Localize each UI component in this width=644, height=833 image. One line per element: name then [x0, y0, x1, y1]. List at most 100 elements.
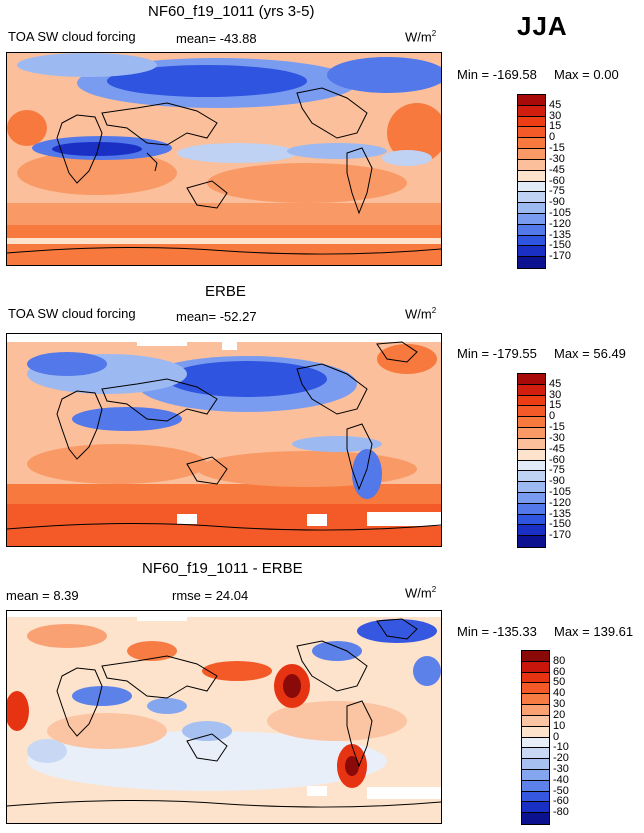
- panel2-units: W/m2: [405, 306, 437, 322]
- colorbar-segment: [518, 536, 545, 547]
- colorbar-tick-label: 30: [553, 698, 566, 711]
- colorbar-segment: [518, 514, 545, 526]
- colorbar-segment: [518, 203, 545, 214]
- colorbar-tick-label: -75: [549, 464, 565, 477]
- colorbar-segment: [518, 449, 545, 461]
- colorbar-segment: [518, 127, 545, 139]
- panel2-min: Min = -179.55: [457, 346, 537, 361]
- colorbar-tick-label: 30: [549, 109, 562, 122]
- colorbar-segment: [518, 246, 545, 258]
- colorbar-tick-label: 80: [553, 654, 566, 667]
- colorbar-segment: [518, 105, 545, 117]
- colorbar-segment: [522, 726, 549, 738]
- colorbar-tick-label: -105: [549, 206, 572, 219]
- panel2-mean: mean= -52.27: [176, 309, 257, 324]
- colorbar-segment: [518, 170, 545, 182]
- colorbar-segment: [518, 192, 545, 204]
- colorbar-tick-label: -30: [549, 152, 565, 165]
- panel2-map: [6, 333, 442, 547]
- colorbar-tick-label: -75: [549, 185, 565, 198]
- colorbar-segment: [518, 395, 545, 407]
- panel1-colorbar: [517, 94, 546, 269]
- colorbar-tick-label: -15: [549, 142, 565, 155]
- colorbar-segment: [522, 802, 549, 814]
- colorbar-segment: [522, 651, 549, 662]
- colorbar-segment: [522, 705, 549, 716]
- colorbar-tick-label: 20: [553, 708, 566, 721]
- panel2-colorbar: [517, 373, 546, 548]
- panel1-mean: mean= -43.88: [176, 31, 257, 46]
- colorbar-segment: [518, 417, 545, 429]
- panel1-max: Max = 0.00: [554, 67, 619, 82]
- colorbar-tick-label: 45: [549, 377, 562, 390]
- colorbar-segment: [518, 257, 545, 268]
- colorbar-segment: [522, 791, 549, 803]
- colorbar-tick-label: -10: [553, 741, 569, 754]
- colorbar-segment: [518, 116, 545, 128]
- colorbar-segment: [518, 406, 545, 418]
- panel3-map: [6, 610, 442, 824]
- colorbar-segment: [518, 503, 545, 515]
- colorbar-tick-label: 60: [553, 665, 566, 678]
- colorbar-tick-label: -20: [553, 752, 569, 765]
- colorbar-tick-label: 10: [553, 719, 566, 732]
- colorbar-tick-label: -90: [549, 475, 565, 488]
- colorbar-tick-label: -30: [553, 762, 569, 775]
- colorbar-segment: [522, 813, 549, 824]
- colorbar-segment: [522, 748, 549, 760]
- colorbar-tick-label: -60: [549, 174, 565, 187]
- colorbar-segment: [518, 460, 545, 472]
- colorbar-tick-label: -45: [549, 442, 565, 455]
- panel1-map: [6, 52, 442, 266]
- colorbar-tick-label: -120: [549, 217, 572, 230]
- colorbar-segment: [518, 525, 545, 537]
- panel1-variable: TOA SW cloud forcing: [8, 29, 136, 44]
- colorbar-segment: [522, 769, 549, 781]
- colorbar-tick-label: 40: [553, 687, 566, 700]
- colorbar-segment: [522, 780, 549, 792]
- colorbar-tick-label: 0: [549, 410, 556, 423]
- colorbar-segment: [522, 683, 549, 695]
- colorbar-tick-label: 0: [549, 131, 556, 144]
- colorbar-segment: [518, 428, 545, 439]
- colorbar-segment: [518, 224, 545, 236]
- colorbar-tick-label: -135: [549, 228, 572, 241]
- panel3-rmse: rmse = 24.04: [172, 588, 249, 603]
- colorbar-tick-label: -60: [549, 453, 565, 466]
- colorbar-tick-label: 50: [553, 676, 566, 689]
- colorbar-tick-label: 15: [549, 399, 562, 412]
- colorbar-tick-label: -120: [549, 496, 572, 509]
- panel1-units: W/m2: [405, 29, 437, 45]
- colorbar-tick-label: -40: [553, 773, 569, 786]
- colorbar-tick-label: -90: [549, 196, 565, 209]
- panel2-variable: TOA SW cloud forcing: [8, 306, 136, 321]
- colorbar-tick-label: -50: [553, 784, 569, 797]
- colorbar-tick-label: -170: [549, 529, 572, 542]
- colorbar-tick-label: -105: [549, 485, 572, 498]
- colorbar-tick-label: -135: [549, 507, 572, 520]
- colorbar-tick-label: -60: [553, 795, 569, 808]
- colorbar-segment: [522, 715, 549, 727]
- colorbar-segment: [518, 471, 545, 483]
- colorbar-segment: [518, 149, 545, 160]
- colorbar-segment: [518, 95, 545, 106]
- panel3-max: Max = 139.61: [554, 624, 634, 639]
- colorbar-tick-label: -150: [549, 518, 572, 531]
- colorbar-segment: [518, 235, 545, 247]
- colorbar-tick-label: -150: [549, 239, 572, 252]
- season-label: JJA: [517, 11, 568, 41]
- colorbar-segment: [518, 159, 545, 171]
- colorbar-segment: [522, 737, 549, 749]
- colorbar-tick-label: -15: [549, 421, 565, 434]
- colorbar-segment: [522, 759, 549, 770]
- colorbar-segment: [522, 672, 549, 684]
- colorbar-segment: [518, 384, 545, 396]
- panel1-min: Min = -169.58: [457, 67, 537, 82]
- colorbar-tick-label: 45: [549, 98, 562, 111]
- colorbar-tick-label: -80: [553, 806, 569, 819]
- panel2-title: ERBE: [205, 283, 246, 300]
- panel3-colorbar: [521, 650, 550, 825]
- panel2-max: Max = 56.49: [554, 346, 626, 361]
- colorbar-segment: [518, 374, 545, 385]
- colorbar-segment: [522, 661, 549, 673]
